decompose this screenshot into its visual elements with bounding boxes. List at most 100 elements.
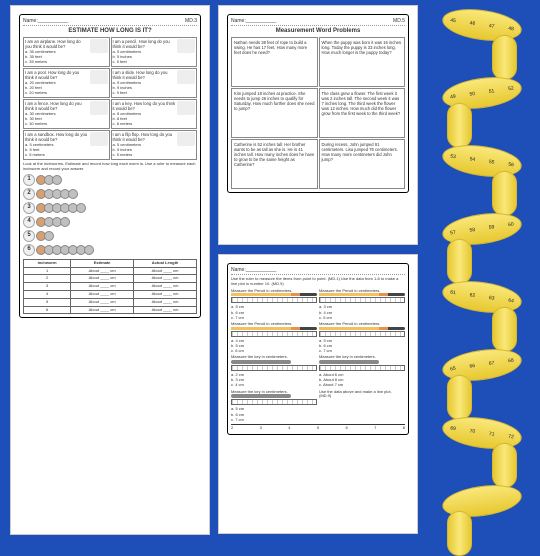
tape-segment: 69707172	[440, 413, 523, 454]
ruler-icon	[231, 365, 317, 371]
caterpillar-icon	[38, 175, 62, 185]
line-plot-axis: 2 3 4 5 6 7 8	[231, 424, 405, 431]
measure-cell: Measure the Pencil in centimeters.a. 4 c…	[231, 322, 317, 353]
estimate-cell: I am an airplane. How long do you think …	[23, 37, 110, 67]
tape-connector	[492, 443, 517, 488]
caterpillar-icon	[38, 245, 94, 255]
tape-segment: 49505152	[440, 73, 523, 114]
name-field: Name:___________	[23, 18, 68, 24]
item-icon	[177, 101, 195, 115]
tape-segment: 65666768	[440, 345, 523, 386]
tape-segment: 57585960	[440, 209, 523, 250]
item-icon	[90, 101, 108, 115]
word-problem-cell: Nathan needs 38 feet of rope to build a …	[231, 37, 318, 87]
caterpillar-list: 1 2 3 4 5 6	[23, 174, 197, 256]
page3-border: Name:___________ Use the ruler to measur…	[227, 263, 409, 435]
item-icon	[177, 70, 195, 84]
estimate-grid: I am an airplane. How long do you think …	[23, 37, 197, 160]
tape-segment: 53545556	[440, 141, 523, 182]
caterpillar-number: 5	[23, 230, 35, 242]
item-icon	[90, 70, 108, 84]
ruler-icon	[231, 331, 317, 337]
axis-tick: 6	[346, 426, 348, 431]
tape-connector	[447, 375, 472, 420]
key-icon	[231, 360, 291, 364]
tape-connector	[447, 239, 472, 284]
tape-segment: 61626364	[440, 277, 523, 318]
measure-cell: Measure the key in centimeters.a. 2 cmb.…	[231, 355, 317, 387]
item-icon	[90, 39, 108, 53]
page1-title: ESTIMATE HOW LONG IS IT?	[23, 28, 197, 35]
code-label: MD.5	[393, 18, 405, 24]
item-icon	[177, 39, 195, 53]
tape-segment: 45464748	[440, 5, 523, 46]
tape-connector	[492, 171, 517, 216]
table-header: Inchworm	[24, 259, 71, 267]
caterpillar-row: 6	[23, 244, 197, 256]
ruler-icon	[319, 297, 405, 303]
table-row: 5About ____ cmAbout ____ cm	[24, 298, 197, 306]
caterpillar-row: 5	[23, 230, 197, 242]
page2-border: Name:___________ MD.5 Measurement Word P…	[227, 14, 409, 193]
caterpillar-icon	[38, 189, 78, 199]
caterpillar-row: 1	[23, 174, 197, 186]
caterpillar-number: 1	[23, 174, 35, 186]
measure-cell: Use the data above and make a line plot.…	[319, 390, 405, 422]
axis-tick: 2	[231, 426, 233, 431]
ruler-icon	[319, 331, 405, 337]
estimate-cell: I am a pencil. How long do you think it …	[111, 37, 198, 67]
pencil-icon	[231, 293, 317, 296]
key-icon	[231, 394, 291, 398]
caterpillar-number: 4	[23, 216, 35, 228]
name-field: Name:___________	[231, 267, 276, 273]
instruction: Use the ruler to measure the items from …	[231, 277, 405, 287]
worksheet-measure: Name:___________ Use the ruler to measur…	[218, 254, 418, 534]
page1-header: Name:___________ MD.3	[23, 18, 197, 26]
caterpillar-icon	[38, 203, 86, 213]
caterpillar-row: 3	[23, 202, 197, 214]
tape-connector	[492, 35, 517, 80]
ruler-icon	[319, 365, 405, 371]
word-problem-cell: Kim jumped 18 inches at practice. She ne…	[231, 88, 318, 138]
pencil-icon	[319, 293, 405, 296]
worksheet-estimate: Name:___________ MD.3 ESTIMATE HOW LONG …	[10, 5, 210, 535]
axis-tick: 7	[374, 426, 376, 431]
estimate-cell: I am a slide. How long do you think it w…	[111, 68, 198, 98]
table-row: 2About ____ cmAbout ____ cm	[24, 275, 197, 283]
caterpillar-icon	[38, 217, 70, 227]
axis-tick: 8	[403, 426, 405, 431]
worksheet-word-problems: Name:___________ MD.5 Measurement Word P…	[218, 5, 418, 245]
caterpillar-number: 3	[23, 202, 35, 214]
axis-tick: 3	[260, 426, 262, 431]
ruler-icon	[231, 297, 317, 303]
name-field: Name:___________	[231, 18, 276, 24]
table-header: Estimate	[71, 259, 134, 267]
word-problem-cell: The class grew a flower. The first week …	[319, 88, 406, 138]
caterpillar-number: 6	[23, 244, 35, 256]
estimate-cell: I am a pool. How long do you think it wo…	[23, 68, 110, 98]
table-row: 1About ____ cmAbout ____ cm	[24, 267, 197, 275]
caterpillar-icon	[38, 231, 54, 241]
measure-cell: Measure the Pencil in centimeters.a. 5 c…	[319, 322, 405, 353]
item-icon	[90, 132, 108, 146]
page2-header: Name:___________ MD.5	[231, 18, 405, 26]
tape-connector	[447, 103, 472, 148]
measure-cell: Measure the key in centimeters.a. 5 cmb.…	[231, 390, 317, 422]
tape-connector	[447, 511, 472, 556]
tape-segment	[440, 481, 523, 522]
item-icon	[177, 132, 195, 146]
measure-cell: Measure the Pencil in centimeters.a. 5 c…	[231, 289, 317, 320]
table-header: Actual Length	[134, 259, 197, 267]
pencil-icon	[319, 327, 405, 330]
key-icon	[319, 360, 379, 364]
measure-cell: Measure the key in centimeters.a. About …	[319, 355, 405, 387]
page1-border: Name:___________ MD.3 ESTIMATE HOW LONG …	[19, 14, 201, 318]
caterpillar-number: 2	[23, 188, 35, 200]
word-problem-grid: Nathan needs 38 feet of rope to build a …	[231, 37, 405, 189]
caterpillar-row: 2	[23, 188, 197, 200]
axis-tick: 4	[288, 426, 290, 431]
table-row: 4About ____ cmAbout ____ cm	[24, 290, 197, 298]
axis-tick: 5	[317, 426, 319, 431]
measure-cell: Measure the Pencil in centimeters.a. 3 c…	[319, 289, 405, 320]
pencil-icon	[231, 327, 317, 330]
